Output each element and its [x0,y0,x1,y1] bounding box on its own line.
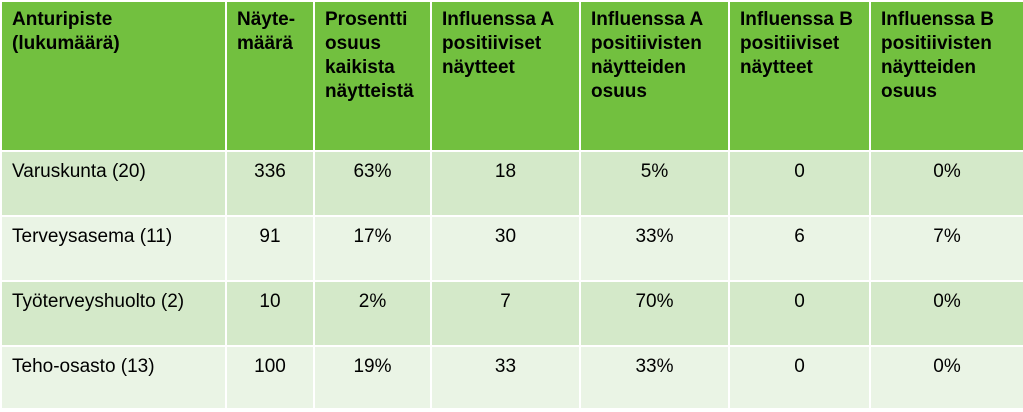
table-cell-influenssa-b-osuus: 0% [869,150,1023,217]
table-cell-influenssa-a-positiiviset: 18 [430,150,581,217]
header-cell-influenssa-b-positiiviset: Influenssa B positiiviset näytteet [728,0,871,152]
table-cell-influenssa-a-positiiviset: 30 [430,215,581,282]
table-body: Varuskunta (20) 336 63% 18 5% 0 0% Terve… [0,150,1023,410]
table-cell-influenssa-a-osuus: 33% [579,215,730,282]
header-label: Influenssa B positiivisten näytteiden os… [881,9,994,102]
table-cell-influenssa-a-osuus: 70% [579,280,730,347]
header-cell-naytemaara: Näyte- määrä [225,0,315,152]
table-cell-influenssa-b-osuus: 0% [869,345,1023,410]
table-cell-influenssa-b-positiiviset: 0 [728,345,871,410]
table-cell-influenssa-a-osuus: 5% [579,150,730,217]
table-cell-prosentti-osuus: 63% [313,150,432,217]
table-cell-influenssa-b-osuus: 0% [869,280,1023,347]
header-cell-prosentti-osuus: Prosentti osuus kaikista näytteistä [313,0,432,152]
header-row: Anturipiste (lukumäärä) Näyte- määrä Pro… [0,0,1023,152]
table-cell-prosentti-osuus: 17% [313,215,432,282]
table-cell-anturipiste: Terveysasema (11) [0,215,227,282]
table-cell-anturipiste: Teho-osasto (13) [0,345,227,410]
table-cell-influenssa-a-positiiviset: 7 [430,280,581,347]
table-cell-influenssa-a-osuus: 33% [579,345,730,410]
table-cell-anturipiste: Varuskunta (20) [0,150,227,217]
table-cell-influenssa-a-positiiviset: 33 [430,345,581,410]
table-row: Teho-osasto (13) 100 19% 33 33% 0 0% [0,345,1023,410]
header-label: Näyte- määrä [237,9,296,54]
header-label: Anturipiste (lukumäärä) [12,9,120,54]
table-cell-prosentti-osuus: 2% [313,280,432,347]
header-label: Influenssa B positiiviset näytteet [740,9,853,78]
header-label: Influenssa A positiivisten näytteiden os… [591,9,704,102]
table-row: Terveysasema (11) 91 17% 30 33% 6 7% [0,215,1023,282]
table-cell-prosentti-osuus: 19% [313,345,432,410]
header-label: Influenssa A positiiviset näytteet [442,9,555,78]
header-cell-influenssa-b-osuus: Influenssa B positiivisten näytteiden os… [869,0,1023,152]
table-cell-influenssa-b-positiiviset: 6 [728,215,871,282]
table-cell-naytemaara: 10 [225,280,315,347]
header-cell-anturipiste: Anturipiste (lukumäärä) [0,0,227,152]
header-cell-influenssa-a-positiiviset: Influenssa A positiiviset näytteet [430,0,581,152]
table-cell-naytemaara: 100 [225,345,315,410]
table-cell-influenssa-b-osuus: 7% [869,215,1023,282]
table-cell-anturipiste: Työterveyshuolto (2) [0,280,227,347]
table-row: Varuskunta (20) 336 63% 18 5% 0 0% [0,150,1023,217]
table-header: Anturipiste (lukumäärä) Näyte- määrä Pro… [0,0,1023,152]
header-label: Prosentti osuus kaikista näytteistä [325,9,414,102]
table-cell-influenssa-b-positiiviset: 0 [728,150,871,217]
header-cell-influenssa-a-osuus: Influenssa A positiivisten näytteiden os… [579,0,730,152]
table-cell-influenssa-b-positiiviset: 0 [728,280,871,347]
table-cell-naytemaara: 91 [225,215,315,282]
table-row: Työterveyshuolto (2) 10 2% 7 70% 0 0% [0,280,1023,347]
table-cell-naytemaara: 336 [225,150,315,217]
